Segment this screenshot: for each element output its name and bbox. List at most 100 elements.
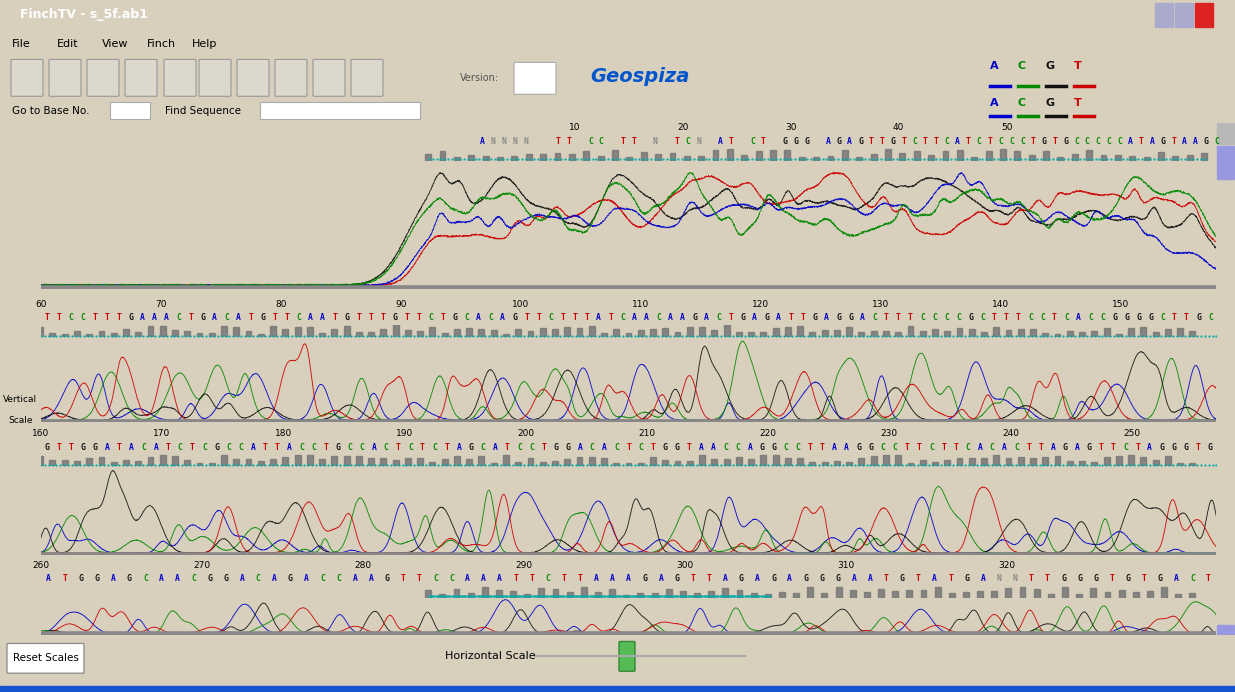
Text: G: G <box>1062 443 1067 452</box>
Text: A: A <box>826 137 830 146</box>
Bar <box>662 327 668 337</box>
Text: G: G <box>793 137 798 146</box>
Text: C: C <box>141 443 146 452</box>
Text: C: C <box>299 443 304 452</box>
Bar <box>761 332 766 337</box>
Bar <box>813 157 819 161</box>
Text: A: A <box>457 443 462 452</box>
Bar <box>124 460 128 466</box>
Bar <box>589 457 595 466</box>
Bar <box>258 334 264 337</box>
Text: 200: 200 <box>517 429 535 438</box>
Text: A: A <box>500 313 505 322</box>
Bar <box>836 588 841 598</box>
Text: A: A <box>632 313 637 322</box>
Text: A: A <box>845 443 850 452</box>
Bar <box>932 462 937 466</box>
Bar <box>713 150 719 161</box>
Text: 110: 110 <box>632 300 650 309</box>
Text: C: C <box>450 574 454 583</box>
Text: C: C <box>945 137 950 146</box>
Text: T: T <box>869 137 873 146</box>
Text: C: C <box>311 443 316 452</box>
Text: C: C <box>433 574 437 583</box>
Text: C: C <box>998 137 1003 146</box>
Bar <box>779 592 785 598</box>
Bar <box>883 331 889 337</box>
Text: C: C <box>638 443 643 452</box>
Text: G: G <box>393 313 398 322</box>
Bar <box>908 463 914 466</box>
Bar <box>1055 456 1061 466</box>
FancyBboxPatch shape <box>514 62 556 94</box>
Bar <box>1087 149 1092 161</box>
Text: Horizontal Scale: Horizontal Scale <box>445 651 535 662</box>
Bar <box>356 331 362 337</box>
Text: C: C <box>1040 313 1045 322</box>
Bar <box>878 590 884 598</box>
Text: G: G <box>1112 313 1116 322</box>
Bar <box>687 461 693 466</box>
Text: T: T <box>631 137 636 146</box>
Text: A: A <box>320 313 325 322</box>
Bar <box>1076 594 1082 598</box>
Text: T: T <box>1171 137 1176 146</box>
Text: 190: 190 <box>395 429 412 438</box>
Text: 240: 240 <box>1002 429 1019 438</box>
Text: C: C <box>517 443 522 452</box>
Text: T: T <box>916 574 921 583</box>
Text: T: T <box>272 313 277 322</box>
Bar <box>209 333 215 337</box>
Text: 20: 20 <box>677 123 688 132</box>
Text: G: G <box>740 313 745 322</box>
Bar <box>698 156 704 161</box>
Text: T: T <box>248 313 253 322</box>
Bar <box>1218 626 1234 635</box>
Bar <box>827 156 834 161</box>
Bar <box>687 327 693 337</box>
FancyBboxPatch shape <box>351 60 383 96</box>
Bar <box>808 588 813 598</box>
Bar <box>809 332 815 337</box>
Bar <box>609 589 615 598</box>
Bar <box>1044 151 1049 161</box>
Text: T: T <box>941 443 946 452</box>
Bar <box>1055 334 1061 337</box>
Bar <box>992 591 997 598</box>
Bar <box>1152 331 1158 337</box>
Bar <box>761 455 766 466</box>
Text: T: T <box>992 313 997 322</box>
Text: C: C <box>977 137 982 146</box>
Bar <box>440 151 446 161</box>
Text: G: G <box>127 574 132 583</box>
Bar <box>136 461 141 466</box>
Text: A: A <box>175 574 180 583</box>
Text: 320: 320 <box>999 561 1015 570</box>
Bar <box>511 156 517 161</box>
Text: G: G <box>468 443 473 452</box>
Bar <box>526 154 532 161</box>
Bar <box>417 331 424 337</box>
Bar <box>1128 329 1134 337</box>
Text: A: A <box>776 313 781 322</box>
Text: A: A <box>645 313 650 322</box>
Text: C: C <box>1160 313 1165 322</box>
Text: 250: 250 <box>1123 429 1140 438</box>
Bar <box>957 458 962 466</box>
Bar <box>669 152 676 161</box>
Bar <box>864 592 869 598</box>
Bar <box>478 456 484 466</box>
Bar <box>846 327 852 337</box>
Bar <box>895 455 902 466</box>
Bar <box>356 456 362 466</box>
Bar <box>159 326 165 337</box>
Bar <box>1177 328 1183 337</box>
Text: N: N <box>513 137 517 146</box>
Text: 100: 100 <box>513 300 530 309</box>
Bar <box>124 329 128 337</box>
Text: C: C <box>1189 574 1194 583</box>
Bar <box>564 459 571 466</box>
Bar <box>468 155 474 161</box>
Bar <box>159 455 165 466</box>
Text: T: T <box>690 574 695 583</box>
